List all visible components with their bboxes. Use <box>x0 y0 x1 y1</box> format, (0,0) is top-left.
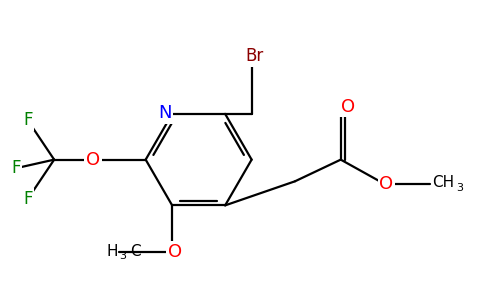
Text: F: F <box>23 111 32 129</box>
Text: 3: 3 <box>456 183 463 193</box>
Text: O: O <box>341 98 355 116</box>
Text: F: F <box>11 159 20 177</box>
Text: O: O <box>167 243 182 261</box>
Text: Br: Br <box>245 47 263 65</box>
Text: CH: CH <box>432 175 454 190</box>
Text: C: C <box>130 244 140 259</box>
Text: 3: 3 <box>120 251 126 261</box>
Text: F: F <box>23 190 32 208</box>
Text: H: H <box>106 244 118 259</box>
Text: N: N <box>158 104 172 122</box>
Text: O: O <box>86 151 100 169</box>
Text: O: O <box>379 175 393 193</box>
